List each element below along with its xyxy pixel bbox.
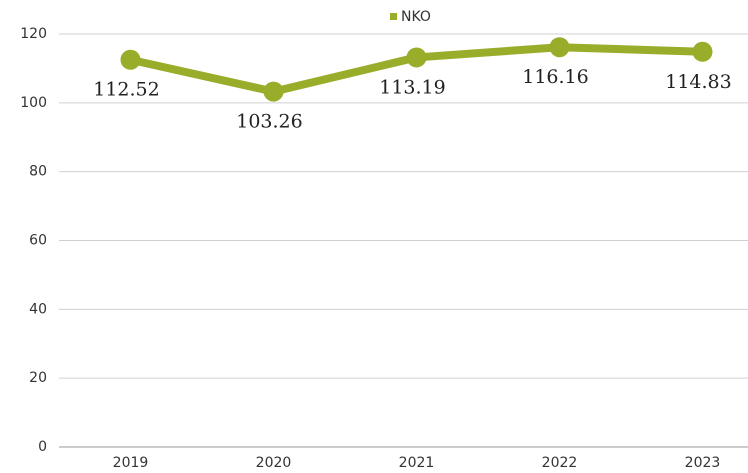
- value-label: 116.16: [522, 66, 588, 88]
- x-tick-label: 2023: [685, 455, 721, 471]
- x-tick-label: 2020: [256, 455, 292, 471]
- value-label: 113.19: [379, 76, 445, 98]
- point: [692, 41, 713, 62]
- x-tick-label: 2019: [113, 455, 149, 471]
- legend-label: NKO: [401, 9, 431, 25]
- value-label: 103.26: [236, 111, 302, 133]
- point: [263, 81, 284, 102]
- y-tick-label: 40: [29, 301, 47, 317]
- legend-swatch: [390, 13, 397, 20]
- y-tick-label: 80: [29, 164, 47, 180]
- value-label: 114.83: [665, 71, 731, 93]
- point: [406, 47, 427, 68]
- x-tick-label: 2021: [399, 455, 435, 471]
- value-label: 112.52: [93, 79, 159, 101]
- y-tick-label: 20: [29, 370, 47, 386]
- point: [549, 37, 570, 58]
- x-tick-label: 2022: [542, 455, 578, 471]
- y-tick-label: 60: [29, 233, 47, 249]
- y-tick-label: 120: [20, 26, 47, 42]
- y-tick-label: 0: [38, 439, 47, 455]
- y-tick-label: 100: [20, 95, 47, 111]
- point: [120, 49, 141, 70]
